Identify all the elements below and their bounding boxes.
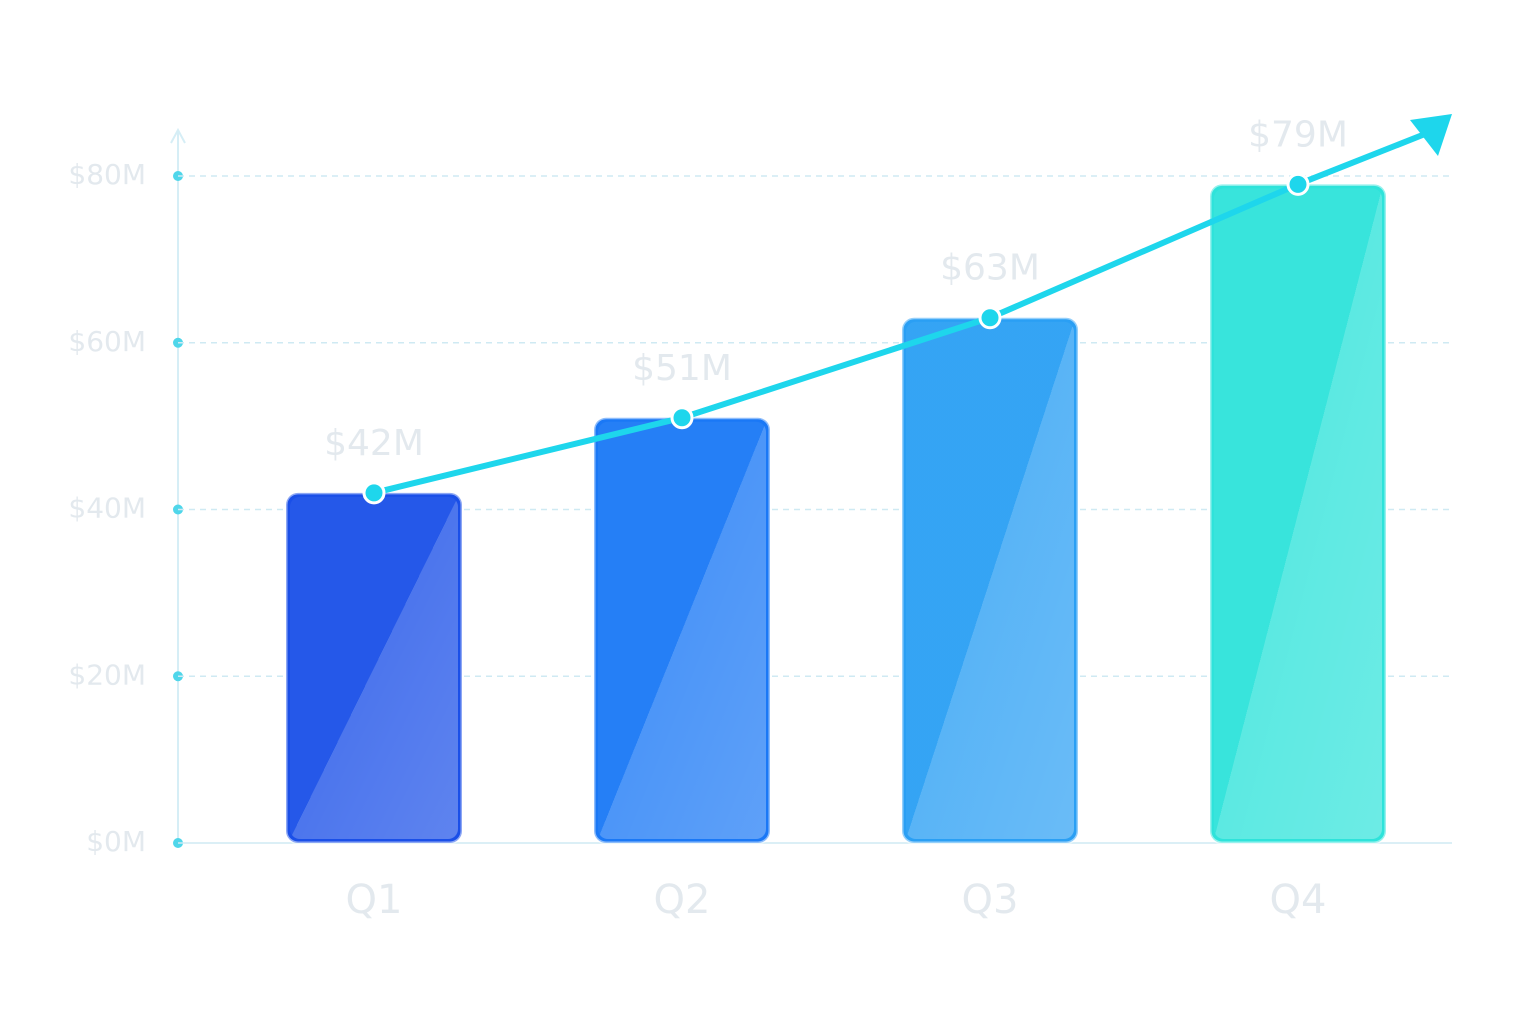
x-tick-label: Q2 bbox=[654, 877, 711, 923]
y-tick-label: $60M bbox=[68, 325, 146, 358]
trend-point bbox=[670, 406, 694, 430]
x-tick-label: Q3 bbox=[962, 877, 1019, 923]
value-label: $63M bbox=[940, 248, 1040, 289]
value-label: $42M bbox=[324, 423, 424, 464]
x-tick-label: Q1 bbox=[346, 877, 403, 923]
bar-gloss bbox=[906, 321, 1074, 839]
bar-gloss bbox=[290, 496, 458, 839]
y-tick-label: $0M bbox=[86, 825, 146, 858]
trend-line bbox=[373, 181, 1300, 496]
bar-gloss bbox=[598, 421, 766, 839]
y-tick-label: $40M bbox=[68, 492, 146, 525]
trend-point bbox=[978, 306, 1002, 330]
y-tick-label: $80M bbox=[68, 158, 146, 191]
bar-gloss bbox=[1214, 188, 1382, 839]
y-tick-label: $20M bbox=[68, 658, 146, 691]
trend-point bbox=[362, 481, 386, 505]
value-label: $51M bbox=[632, 348, 732, 389]
trend-arrow-head bbox=[1410, 114, 1452, 156]
trend-arrow-shaft bbox=[1296, 131, 1427, 188]
trend-point bbox=[1286, 172, 1310, 196]
x-tick-label: Q4 bbox=[1270, 877, 1327, 923]
value-label: $79M bbox=[1248, 114, 1348, 155]
y-axis-arrow bbox=[170, 127, 186, 144]
